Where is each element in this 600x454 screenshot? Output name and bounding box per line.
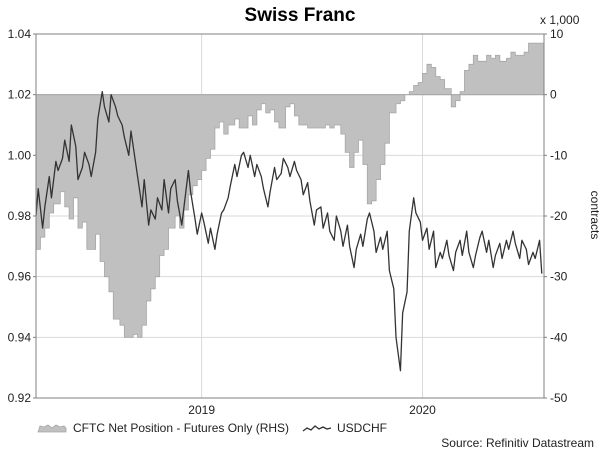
- left-axis-tick-label: 1.04: [8, 27, 32, 41]
- right-axis-tick-label: -10: [550, 148, 568, 162]
- legend-label-cftc: CFTC Net Position - Futures Only (RHS): [73, 421, 289, 435]
- legend-swatch-usdchf: [302, 425, 332, 432]
- series-cftc-area: [35, 42, 545, 338]
- right-axis-tick-label: -20: [550, 209, 568, 223]
- right-axis-tick-label: -50: [550, 391, 568, 405]
- right-axis-title: contracts: [588, 191, 600, 240]
- legend-label-usdchf: USDCHF: [337, 421, 387, 435]
- right-axis-tick-label: -40: [550, 330, 568, 344]
- series-usdchf-line: [35, 90, 543, 372]
- source-note: Source: Refinitiv Datastream: [441, 436, 594, 450]
- left-axis-tick-label: 0.92: [8, 391, 32, 405]
- left-axis-tick-label: 1.02: [8, 88, 32, 102]
- right-axis-tick-label: 0: [550, 88, 557, 102]
- left-axis-tick-label: 0.94: [8, 330, 32, 344]
- x-axis-tick-label: 2019: [188, 403, 215, 417]
- x-axis-tick-label: 2020: [409, 403, 436, 417]
- left-axis-tick-label: 0.96: [8, 270, 32, 284]
- legend-swatch-cftc: [37, 424, 67, 433]
- left-axis-tick-label: 1.00: [8, 148, 32, 162]
- left-axis-tick-label: 0.98: [8, 209, 32, 223]
- right-axis-tick-label: -30: [550, 270, 568, 284]
- right-axis-tick-label: 10: [550, 27, 564, 41]
- right-axis-multiplier: x 1,000: [540, 13, 580, 27]
- chart-title: Swiss Franc: [245, 5, 356, 26]
